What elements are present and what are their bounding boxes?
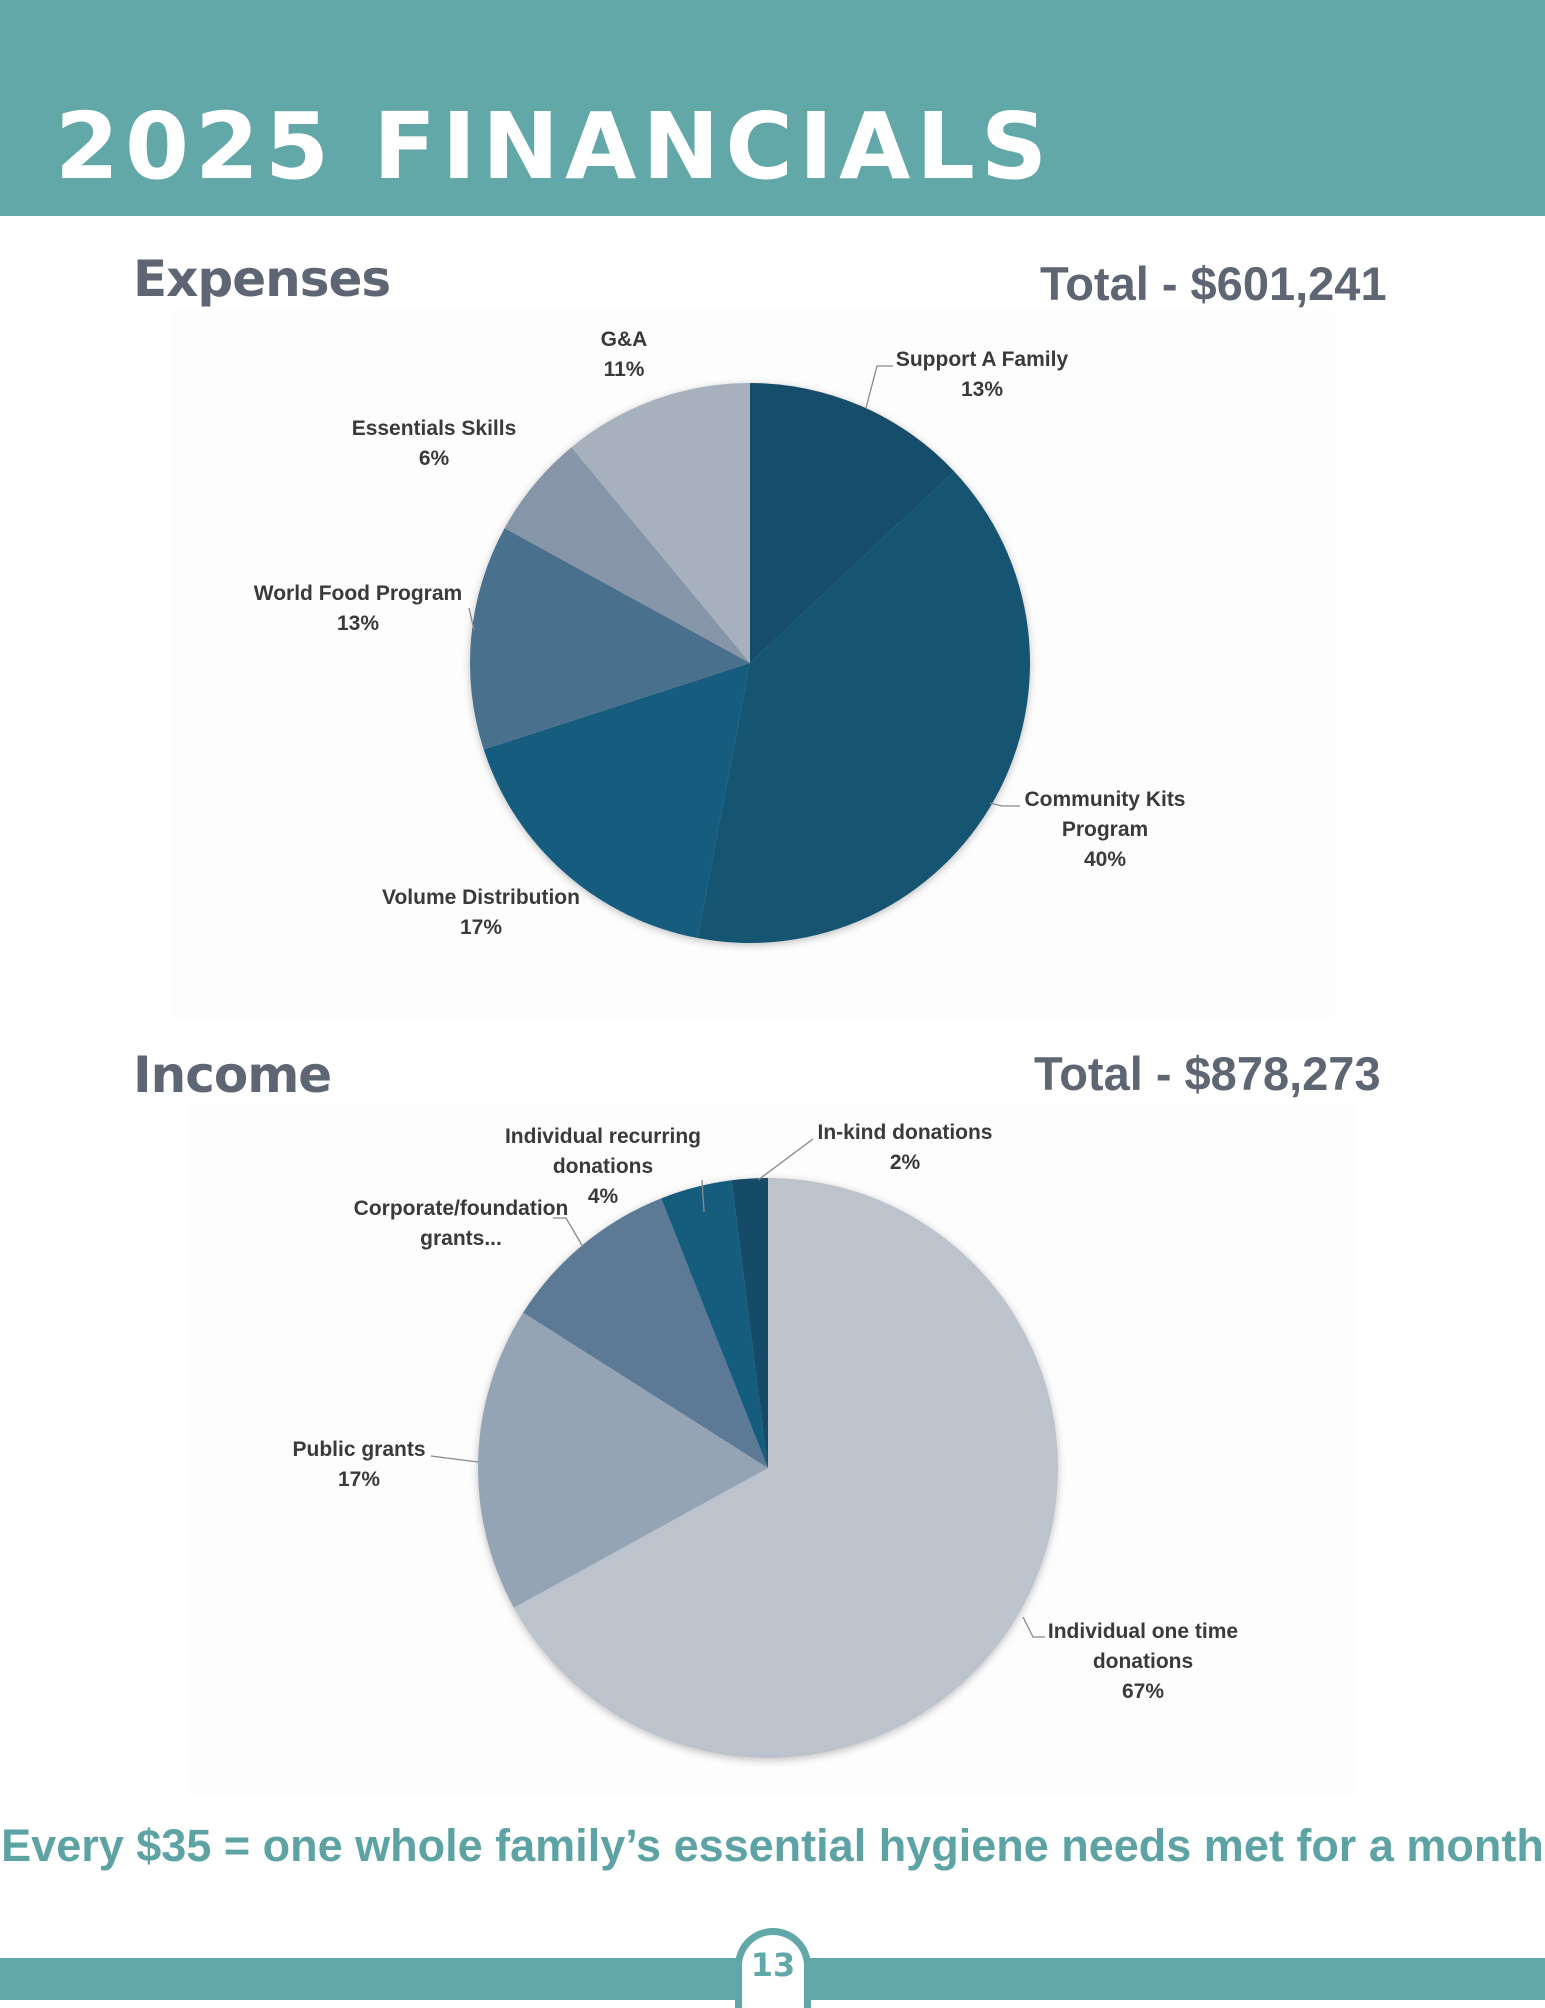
expenses-leader-line: [468, 607, 475, 631]
expenses-slice-volume-distribution: [483, 663, 750, 939]
tagline: Every $35 = one whole family’s essential…: [1, 1820, 1544, 1871]
income-slice-public-grants: [477, 1312, 768, 1608]
income-leader-line: [430, 1455, 479, 1463]
expenses-slice-g-a: [571, 383, 750, 663]
expenses-pie-chart: Support A Family 13% Community Kits Program…: [254, 328, 1186, 943]
income-label-individual-recurring-donations: Individual recurring donations 4%: [505, 1125, 701, 1208]
income-leader-line: [701, 1179, 705, 1213]
expenses-label-world-food-program: World Food Program 13%: [254, 582, 462, 635]
expenses-leader-line: [865, 365, 893, 409]
income-pie: [477, 1178, 1058, 1758]
expenses-slice-community-kits-program: [697, 471, 1030, 943]
income-slice-individual-recurring-donations: [661, 1180, 768, 1468]
income-label-corporate-foundation-grants: Corporate/foundation grants...: [354, 1197, 569, 1250]
income-slice-in-kind-donations: [731, 1178, 768, 1468]
income-leader-line: [553, 1217, 584, 1248]
income-heading: Income: [133, 1046, 332, 1104]
income-slice-individual-one-time-donations: [513, 1178, 1058, 1758]
expenses-total: Total - $601,241: [1040, 257, 1387, 310]
income-leader-line: [1022, 1616, 1045, 1638]
expenses-leader-line: [989, 802, 1020, 807]
header-banner: 2025 FINANCIALS: [0, 0, 1545, 216]
expenses-label-community-kits-program: Community Kits Program 40%: [1024, 788, 1185, 871]
page-number: 13: [735, 1928, 811, 2008]
income-pie-chart: Individual one time donations 67% Public gr…: [292, 1121, 1238, 1758]
expenses-pie: [469, 383, 1030, 943]
page-title: 2025 FINANCIALS: [55, 93, 1054, 200]
expenses-label-g-a: G&A 11%: [601, 328, 648, 381]
expenses-slice-essentials-skills: [504, 447, 750, 663]
income-slice-corporate-foundation-grants: [523, 1198, 768, 1468]
expenses-label-volume-distribution: Volume Distribution 17%: [382, 886, 580, 939]
expenses-heading: Expenses: [133, 250, 391, 308]
income-label-public-grants: Public grants 17%: [292, 1438, 425, 1491]
income-total: Total - $878,273: [1034, 1047, 1381, 1100]
income-label-in-kind-donations: In-kind donations 2%: [818, 1121, 993, 1174]
expenses-slice-support-a-family: [750, 383, 955, 663]
expenses-slice-world-food-program: [469, 528, 750, 750]
expenses-label-essentials-skills: Essentials Skills 6%: [352, 417, 517, 470]
income-label-individual-one-time-donations: Individual one time donations 67%: [1048, 1620, 1238, 1703]
income-leader-line: [757, 1138, 814, 1181]
expenses-label-support-a-family: Support A Family 13%: [896, 348, 1069, 401]
